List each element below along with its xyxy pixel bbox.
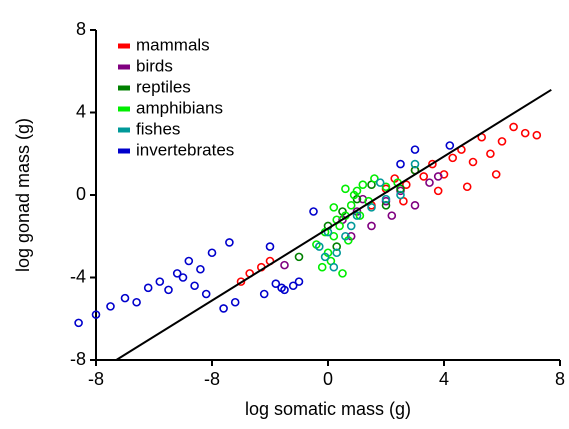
point — [74, 318, 83, 328]
point — [172, 269, 182, 278]
point — [338, 269, 347, 278]
point — [225, 238, 234, 247]
point — [320, 252, 330, 262]
point — [332, 248, 342, 258]
point — [280, 260, 289, 270]
x-tick-label: 4 — [439, 369, 449, 389]
y-tick-label: -4 — [70, 266, 86, 286]
point — [317, 262, 327, 272]
y-tick-label: 0 — [76, 184, 86, 204]
legend-label: amphibians — [136, 98, 223, 117]
point — [341, 184, 350, 194]
point — [387, 211, 397, 220]
point — [520, 128, 530, 138]
x-tick-label: 8 — [555, 369, 565, 389]
point — [425, 178, 434, 187]
x-tick-label: -8 — [204, 369, 220, 389]
x-axis-label: log somatic mass (g) — [245, 399, 411, 419]
y-tick-label: 4 — [76, 101, 86, 121]
point — [468, 157, 478, 167]
point — [230, 297, 240, 307]
point — [352, 211, 362, 220]
y-axis-label: log gonad mass (g) — [13, 118, 33, 272]
legend-label: invertebrates — [136, 140, 234, 159]
point — [410, 145, 420, 154]
point — [375, 178, 385, 187]
point — [164, 285, 173, 295]
point — [265, 242, 275, 251]
point — [419, 172, 429, 181]
point — [445, 141, 455, 150]
point — [381, 201, 391, 210]
point — [288, 281, 298, 291]
point — [410, 159, 420, 169]
point — [410, 201, 420, 210]
point — [355, 211, 365, 220]
fit-line — [115, 88, 552, 361]
point — [91, 310, 101, 319]
point — [332, 242, 342, 251]
point — [219, 304, 228, 313]
point — [178, 273, 188, 282]
point — [346, 201, 356, 210]
point — [509, 122, 518, 132]
point — [381, 194, 391, 204]
point — [329, 203, 339, 212]
point — [294, 277, 304, 286]
point — [259, 289, 269, 299]
x-tick-label: 0 — [323, 369, 333, 389]
point — [370, 174, 379, 183]
point — [349, 190, 359, 200]
y-tick-label: 8 — [76, 19, 86, 39]
point — [428, 159, 437, 169]
point — [309, 207, 318, 216]
point — [396, 159, 405, 169]
point — [277, 283, 286, 293]
point — [236, 277, 246, 286]
point — [401, 180, 411, 189]
point — [201, 289, 211, 299]
point — [132, 297, 141, 307]
point — [381, 182, 391, 192]
point — [329, 262, 339, 272]
point — [106, 302, 115, 311]
point — [448, 153, 458, 163]
point — [120, 293, 130, 303]
point — [190, 281, 199, 291]
point — [196, 264, 205, 274]
point — [143, 283, 153, 293]
point — [341, 231, 350, 241]
point — [433, 172, 443, 181]
legend-label: fishes — [136, 119, 180, 138]
point — [367, 221, 376, 231]
point — [346, 221, 356, 231]
point — [329, 231, 339, 241]
point — [396, 190, 405, 200]
y-tick-label: -8 — [70, 349, 86, 369]
x-tick-label: -8 — [88, 369, 104, 389]
legend-label: reptiles — [136, 77, 191, 96]
point — [358, 180, 368, 189]
point — [155, 277, 165, 286]
point — [491, 170, 501, 179]
point — [462, 182, 472, 192]
point — [314, 242, 324, 251]
legend-label: mammals — [136, 35, 210, 54]
legend-label: birds — [136, 56, 173, 75]
point — [433, 186, 443, 196]
point — [294, 252, 304, 262]
point — [532, 130, 542, 140]
point — [486, 149, 495, 159]
point — [271, 279, 281, 288]
point — [207, 248, 217, 258]
point — [497, 137, 507, 146]
point — [367, 203, 376, 212]
point — [184, 256, 194, 266]
